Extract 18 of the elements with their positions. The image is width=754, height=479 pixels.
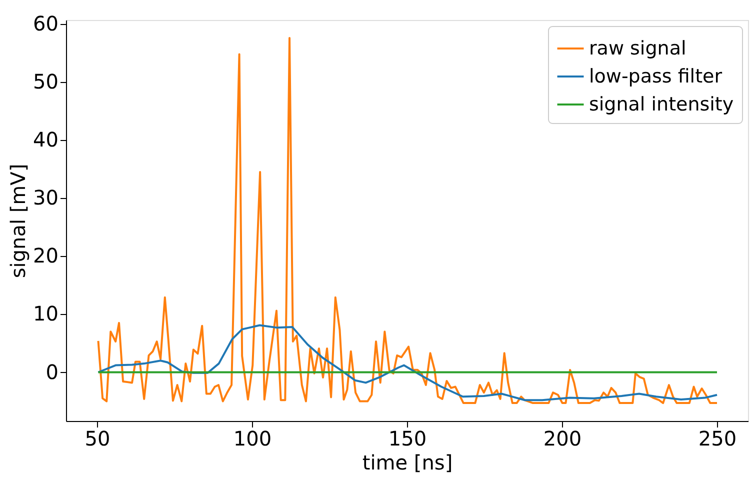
legend-label: low-pass filter <box>589 66 722 88</box>
legend-label: raw signal <box>589 38 686 60</box>
x-tick-label: 150 <box>388 426 427 450</box>
y-tick-label: 0 <box>46 360 58 384</box>
legend-label: signal intensity <box>589 94 734 116</box>
line-series <box>97 324 718 402</box>
y-tick-label: 50 <box>33 70 58 94</box>
x-tick-label: 100 <box>233 426 272 450</box>
x-tick-label: 250 <box>698 426 737 450</box>
y-axis-title: signal [mV] <box>6 164 30 278</box>
y-tick-label: 60 <box>33 12 58 36</box>
y-tick-label: 10 <box>33 302 58 326</box>
x-tick-label: 200 <box>543 426 582 450</box>
y-tick-label: 20 <box>33 244 58 268</box>
y-tick-label: 30 <box>33 186 58 210</box>
x-tick-label: 50 <box>84 426 110 450</box>
y-tick-label: 40 <box>33 128 58 152</box>
x-axis-title: time [ns] <box>362 450 453 474</box>
